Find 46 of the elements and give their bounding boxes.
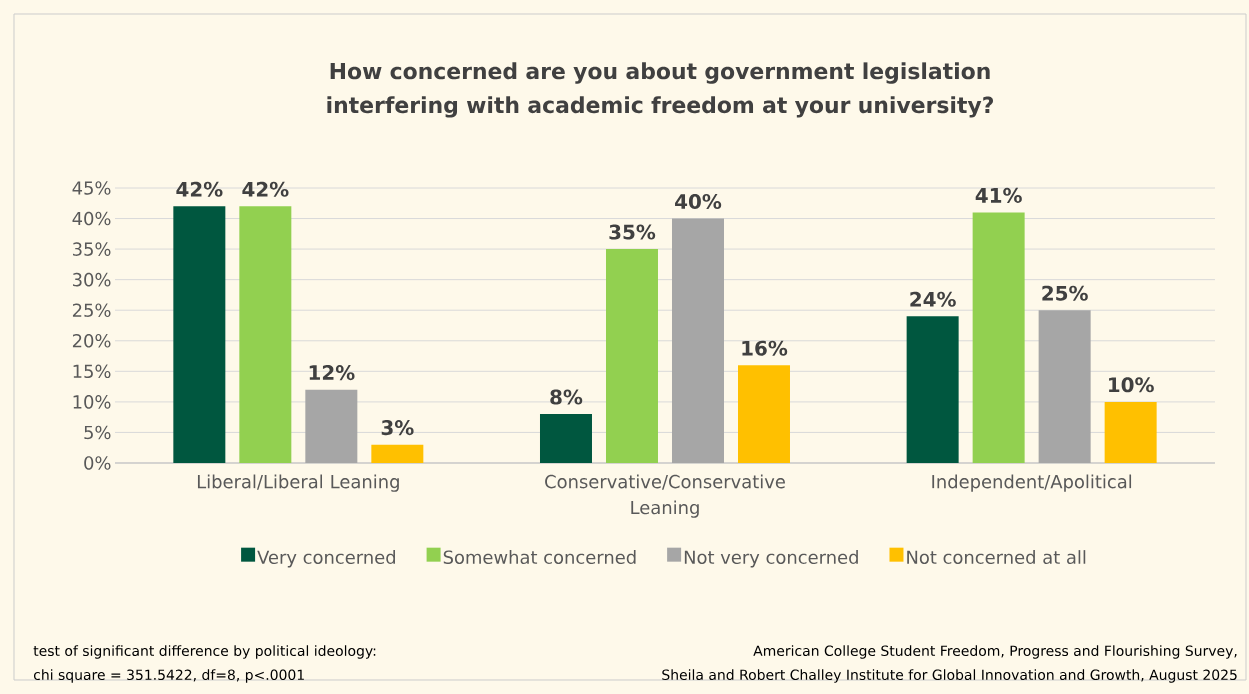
data-label: 16% [742,340,788,356]
text: Sheila and Robert Challey Institute for Global Innovation and Growth, August 2025 [662,669,1237,683]
bar [173,206,226,463]
data-label: 41% [975,187,1022,203]
x-tick-label: Liberal/Liberal Leaning [197,474,399,492]
chart-title: How concerned are you about government legislation interfering with academic freedom at your university? [327,62,994,118]
data-label: 35% [609,224,656,240]
bar [371,444,424,463]
bar [305,389,358,463]
data-label: 25% [1042,285,1088,301]
x-tick-label: Independent/Apolitical [932,474,1132,492]
y-tick-label: 45% [72,181,111,195]
text: test of significant difference by political ideology: [33,645,376,659]
text: chi square = 351.5422, df=8, p<.0001 [33,669,304,683]
y-tick-label: 40% [72,211,111,226]
data-label: 42% [176,181,223,197]
bar [671,218,724,463]
text: American College Student Freedom, Progress and Flourishing Survey, [753,645,1237,659]
data-label: 42% [242,181,289,197]
y-tick-label: 30% [72,272,111,287]
bar [1038,310,1091,463]
legend-label: Not very concerned [684,550,858,568]
y-tick-label: 0% [84,456,111,470]
data-label: 10% [1109,377,1154,393]
data-label: 24% [910,291,956,307]
legend-label: Very concerned [257,550,395,568]
legend-label: Somewhat concerned [443,550,636,564]
bar [239,206,292,463]
x-tick-label: Conservative/Conservative Leaning [545,474,785,518]
bar [1104,401,1157,463]
bar [972,212,1025,463]
bar [737,365,790,463]
bar [539,414,592,463]
y-tick-label: 10% [73,395,111,409]
y-tick-label: 25% [72,303,111,317]
y-tick-label: 20% [72,333,111,348]
y-tick-label: 15% [73,364,111,379]
bar [906,316,959,463]
data-label: 12% [309,365,355,381]
y-tick-label: 5% [84,425,111,440]
y-tick-label: 35% [72,242,111,256]
data-label: 8% [550,389,583,405]
data-label: 40% [675,193,722,210]
legend-label: Not concerned at all [907,550,1086,564]
data-label: 3% [381,420,414,436]
bar [605,249,658,463]
